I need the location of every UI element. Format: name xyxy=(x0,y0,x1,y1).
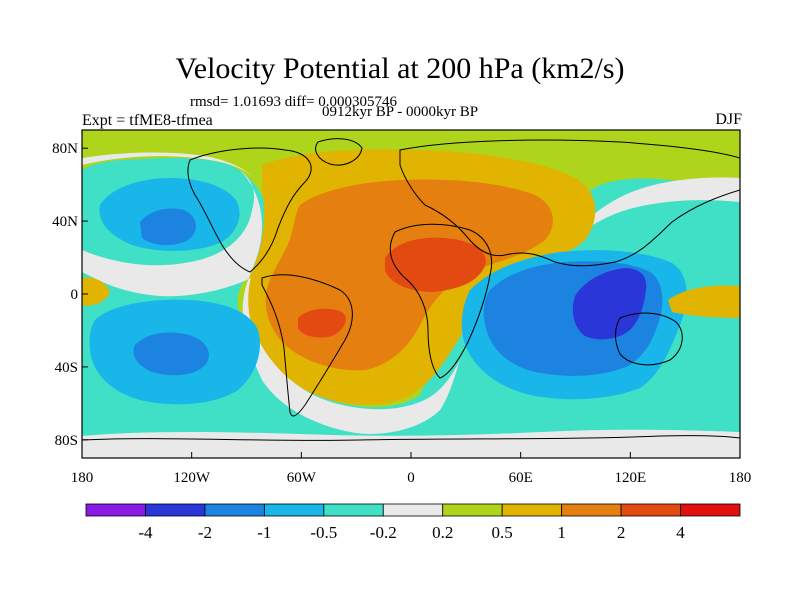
coast-eurasia xyxy=(399,139,740,267)
coast-south-america xyxy=(261,274,353,417)
colorbar-swatch xyxy=(561,503,622,517)
coast-north-america xyxy=(187,147,312,273)
colorbar: -4 -2 -1 -0.5 -0.2 0.2 0.5 1 2 4 xyxy=(85,503,741,542)
colorbar-swatch xyxy=(442,503,503,517)
y-tick-label: 0 xyxy=(71,287,79,303)
contour-lower-north-pacific xyxy=(140,208,196,246)
y-tick-label: 40N xyxy=(52,214,78,230)
x-tick-label: 60W xyxy=(287,470,317,486)
coast-greenland xyxy=(315,138,363,166)
x-tick-label: 0 xyxy=(407,470,415,486)
map-title: Velocity Potential at 200 hPa (km2/s) xyxy=(175,52,625,85)
colorbar-swatch xyxy=(680,503,741,517)
colorbar-swatch xyxy=(263,503,325,517)
contour-lower-south-pacific xyxy=(133,332,209,376)
coast-australia xyxy=(615,312,683,366)
y-tick-label: 80S xyxy=(55,433,78,449)
axis-ticks: 180 120W 60W 0 60E 120E 180 80N 40N 0 40S 80S xyxy=(52,141,751,486)
y-tick-label: 80N xyxy=(52,141,78,157)
colorbar-label: 0.2 xyxy=(432,523,453,542)
stats-text: rmsd= 1.01693 diff= 0.000305746 xyxy=(190,94,398,110)
x-tick-label: 180 xyxy=(729,470,752,486)
colorbar-swatch xyxy=(620,503,681,517)
colorbar-label: 1 xyxy=(557,523,566,542)
colorbar-label: -4 xyxy=(138,523,153,542)
colorbar-swatch xyxy=(204,503,265,517)
contour-positive-dateline xyxy=(82,277,110,306)
colorbar-swatch xyxy=(85,503,146,517)
colorbar-swatch xyxy=(501,503,563,517)
x-tick-label: 180 xyxy=(71,470,94,486)
period-label: 0912kyr BP - 0000kyr BP xyxy=(322,104,479,120)
x-tick-label: 60E xyxy=(509,470,533,486)
colorbar-label: -2 xyxy=(198,523,212,542)
colorbar-label: 2 xyxy=(617,523,626,542)
colorbar-label: -1 xyxy=(257,523,271,542)
contour-neutral-asia xyxy=(555,177,740,255)
experiment-label: Expt = tfME8-tfmea xyxy=(82,112,213,129)
x-tick-label: 120W xyxy=(173,470,211,486)
coast-antarctica xyxy=(82,435,740,441)
contour-neutral-west xyxy=(82,170,460,434)
contour-max-south-america xyxy=(298,308,346,338)
contour-positive-east-pacific xyxy=(668,285,740,318)
colorbar-label: -0.2 xyxy=(370,523,397,542)
contour-min-indopacific xyxy=(572,268,647,340)
x-tick-label: 120E xyxy=(614,470,646,486)
colorbar-label: 0.5 xyxy=(492,523,513,542)
colorbar-label: 4 xyxy=(676,523,685,542)
contour-neutral-south-band xyxy=(82,429,740,458)
contour-neutral-north-pacific-band xyxy=(82,152,258,182)
season-label: DJF xyxy=(715,111,742,128)
colorbar-swatch xyxy=(382,503,444,517)
y-tick-label: 40S xyxy=(55,360,78,376)
velocity-potential-field xyxy=(82,130,740,458)
colorbar-label: -0.5 xyxy=(310,523,337,542)
coast-africa xyxy=(389,223,493,379)
colorbar-swatch xyxy=(145,503,206,517)
coastlines xyxy=(82,138,740,441)
colorbar-swatch xyxy=(323,503,384,517)
contour-max-africa xyxy=(385,237,486,292)
